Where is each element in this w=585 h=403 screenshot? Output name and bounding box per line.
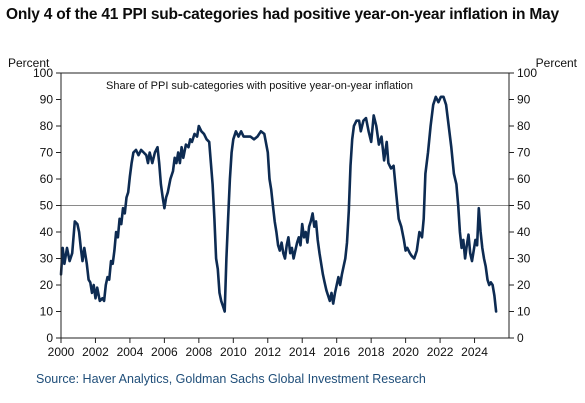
right-y-tick-label: 20: [517, 278, 531, 292]
right-y-tick-label: 80: [517, 119, 531, 133]
right-y-tick-label: 50: [517, 199, 531, 213]
left-y-tick-label: 60: [40, 172, 54, 186]
left-y-tick-label: 10: [40, 305, 54, 319]
right-y-tick-label: 10: [517, 305, 531, 319]
right-y-tick-label: 60: [517, 172, 531, 186]
right-y-tick-label: 0: [517, 331, 524, 345]
x-tick-label: 2014: [289, 345, 316, 359]
right-axis-unit-label: Percent: [536, 56, 578, 70]
right-y-tick-label: 30: [517, 252, 531, 266]
series-line-1: [59, 95, 498, 313]
left-y-tick-label: 90: [40, 93, 54, 107]
x-tick-label: 2004: [117, 345, 144, 359]
x-tick-label: 2022: [427, 345, 454, 359]
right-y-tick-label: 100: [517, 66, 537, 80]
x-tick-label: 2000: [48, 345, 75, 359]
x-tick-label: 2016: [323, 345, 350, 359]
right-y-tick-label: 40: [517, 225, 531, 239]
left-y-tick-label: 80: [40, 119, 54, 133]
chart-annotation: Share of PPI sub-categories with positiv…: [106, 80, 413, 92]
left-y-tick-label: 70: [40, 146, 54, 160]
x-tick-label: 2024: [461, 345, 488, 359]
x-tick-label: 2020: [392, 345, 419, 359]
x-tick-label: 2012: [254, 345, 281, 359]
right-y-tick-label: 70: [517, 146, 531, 160]
chart-title: Only 4 of the 41 PPI sub-categories had …: [6, 6, 559, 23]
x-tick-label: 2002: [82, 345, 109, 359]
right-y-tick-label: 90: [517, 93, 531, 107]
left-y-tick-label: 30: [40, 252, 54, 266]
left-y-tick-label: 100: [33, 66, 53, 80]
x-tick-label: 2006: [151, 345, 178, 359]
left-y-tick-label: 20: [40, 278, 54, 292]
x-tick-label: 2018: [358, 345, 385, 359]
source-note: Source: Haver Analytics, Goldman Sachs G…: [36, 372, 426, 386]
left-y-tick-label: 50: [40, 199, 54, 213]
left-axis-unit-label: Percent: [8, 56, 50, 70]
plot-frame: [60, 72, 510, 339]
left-y-tick-label: 0: [46, 331, 53, 345]
x-tick-label: 2008: [185, 345, 212, 359]
x-tick-label: 2010: [220, 345, 247, 359]
left-y-tick-label: 40: [40, 225, 54, 239]
